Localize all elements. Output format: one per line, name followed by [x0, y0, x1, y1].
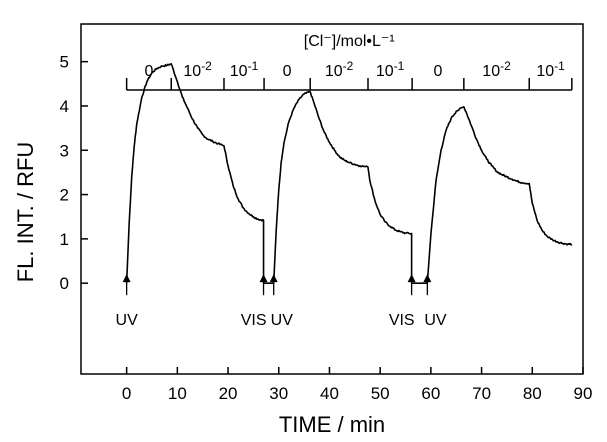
- concentration-bar: 0 10-2 10-1 0 10-2 10-1 0 10-2 10-1 [Cl⁻]/mol•L⁻¹: [125, 33, 573, 91]
- concentration-label: 0: [434, 63, 443, 80]
- y-tick-label: 5: [60, 53, 69, 72]
- concentration-label: 10-2: [325, 59, 354, 80]
- concentration-label: 10-1: [536, 59, 565, 80]
- x-tick-label: 0: [122, 384, 131, 403]
- x-tick-label: 90: [574, 384, 593, 403]
- marker-label: UV: [424, 312, 447, 329]
- x-tick-label: 80: [523, 384, 542, 403]
- marker-label: VIS: [389, 312, 415, 329]
- fluorescence-trace: [125, 63, 573, 284]
- y-tick-label: 0: [60, 274, 69, 293]
- concentration-label: 10-1: [376, 59, 405, 80]
- x-tick-label: 40: [320, 384, 339, 403]
- y-axis-title: FL. INT. / RFU: [13, 142, 38, 283]
- concentration-label: 0: [144, 63, 153, 80]
- marker-label: VIS: [241, 312, 267, 329]
- x-tick-label: 30: [269, 384, 288, 403]
- x-axis-title: TIME / min: [279, 412, 385, 437]
- x-tick-label: 20: [219, 384, 238, 403]
- concentration-label: 0: [283, 63, 292, 80]
- marker-label: UV: [116, 312, 139, 329]
- concentration-label: 10-2: [183, 59, 212, 80]
- concentration-label: 10-2: [482, 59, 511, 80]
- y-tick-label: 2: [60, 186, 69, 205]
- concentration-label: 10-1: [230, 59, 259, 80]
- concentration-bar-title: [Cl⁻]/mol•L⁻¹: [304, 33, 395, 50]
- y-tick-label: 1: [60, 230, 69, 249]
- y-tick-label: 4: [60, 97, 69, 116]
- light-markers: UV VIS UV VIS UV: [116, 274, 447, 329]
- plot-frame: [80, 23, 584, 375]
- y-tick-label: 3: [60, 141, 69, 160]
- y-axis: 0 1 2 3 4 5: [60, 53, 88, 293]
- x-tick-label: 10: [168, 384, 187, 403]
- marker-label: UV: [271, 312, 294, 329]
- x-axis: 0 10 20 30 40 50 60 70 80 90: [122, 367, 593, 403]
- x-tick-label: 60: [421, 384, 440, 403]
- x-tick-label: 50: [371, 384, 390, 403]
- x-tick-label: 70: [472, 384, 491, 403]
